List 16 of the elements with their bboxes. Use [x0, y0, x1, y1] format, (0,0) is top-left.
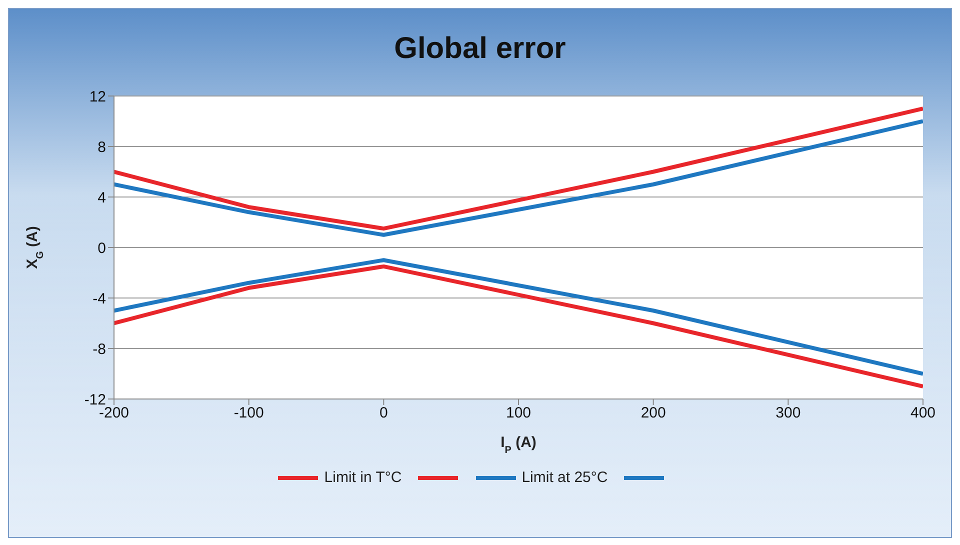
y-tick-label: -4	[92, 290, 106, 308]
y-tick-label: 8	[98, 138, 106, 156]
y-tick-label: 12	[89, 88, 106, 106]
legend-label: Limit at 25°C	[522, 469, 608, 486]
chart-title: Global error	[393, 31, 567, 67]
legend-label: Limit in T°C	[324, 469, 402, 486]
y-tick-label: -8	[92, 340, 106, 358]
x-tick-label: 0	[379, 404, 388, 422]
x-tick-label: -100	[234, 404, 264, 422]
x-tick-label: 300	[776, 404, 801, 422]
x-axis-title: I$_{P}$ (A)	[500, 434, 536, 456]
y-tick-label: 0	[98, 240, 106, 257]
x-tick-label: 100	[506, 404, 532, 422]
x-tick-label: 200	[640, 404, 666, 422]
x-tick-label: 400	[910, 404, 936, 422]
y-tick-label: 4	[98, 189, 106, 206]
